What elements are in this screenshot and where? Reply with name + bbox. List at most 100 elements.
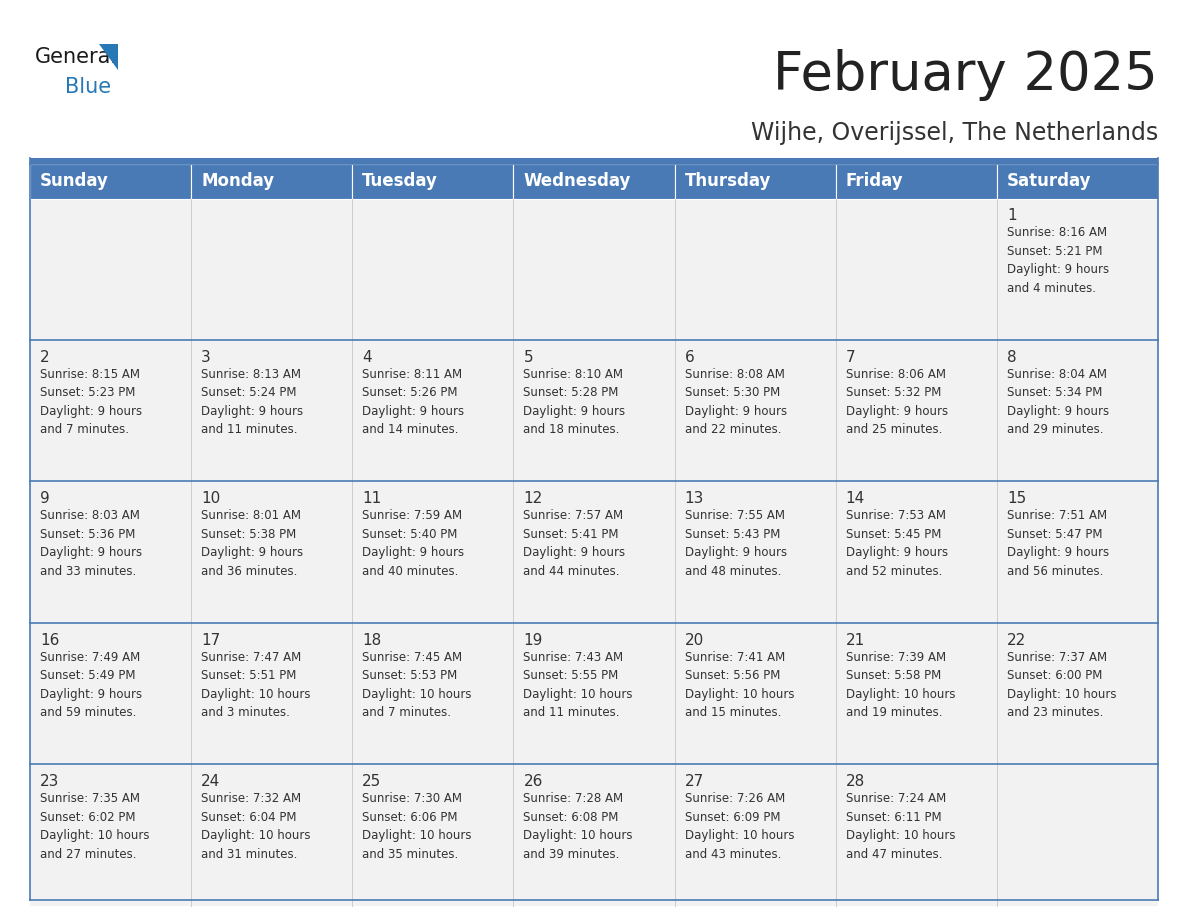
Text: Sunrise: 7:41 AM
Sunset: 5:56 PM
Daylight: 10 hours
and 15 minutes.: Sunrise: 7:41 AM Sunset: 5:56 PM Dayligh… <box>684 651 794 719</box>
Text: 16: 16 <box>40 633 59 648</box>
Text: Sunrise: 7:32 AM
Sunset: 6:04 PM
Daylight: 10 hours
and 31 minutes.: Sunrise: 7:32 AM Sunset: 6:04 PM Dayligh… <box>201 792 310 860</box>
Text: 9: 9 <box>40 491 50 507</box>
Bar <box>191 198 353 340</box>
Text: Sunrise: 8:11 AM
Sunset: 5:26 PM
Daylight: 9 hours
and 14 minutes.: Sunrise: 8:11 AM Sunset: 5:26 PM Dayligh… <box>362 368 465 436</box>
Text: Sunrise: 7:49 AM
Sunset: 5:49 PM
Daylight: 9 hours
and 59 minutes.: Sunrise: 7:49 AM Sunset: 5:49 PM Dayligh… <box>40 651 143 719</box>
Bar <box>30 198 191 340</box>
Bar <box>835 481 997 622</box>
Bar <box>997 764 1158 905</box>
Text: Sunrise: 7:30 AM
Sunset: 6:06 PM
Daylight: 10 hours
and 35 minutes.: Sunrise: 7:30 AM Sunset: 6:06 PM Dayligh… <box>362 792 472 860</box>
Text: 25: 25 <box>362 774 381 789</box>
Bar <box>835 764 997 905</box>
Text: 19: 19 <box>524 633 543 648</box>
Bar <box>675 764 835 905</box>
Text: 20: 20 <box>684 633 703 648</box>
Text: Sunrise: 8:01 AM
Sunset: 5:38 PM
Daylight: 9 hours
and 36 minutes.: Sunrise: 8:01 AM Sunset: 5:38 PM Dayligh… <box>201 509 303 577</box>
Bar <box>30 158 1158 163</box>
Text: 12: 12 <box>524 491 543 507</box>
Bar <box>997 163 1158 198</box>
Text: 11: 11 <box>362 491 381 507</box>
Text: Sunrise: 8:10 AM
Sunset: 5:28 PM
Daylight: 9 hours
and 18 minutes.: Sunrise: 8:10 AM Sunset: 5:28 PM Dayligh… <box>524 368 626 436</box>
Bar <box>997 481 1158 622</box>
Bar <box>513 340 675 481</box>
Bar <box>675 481 835 622</box>
Text: Sunrise: 7:35 AM
Sunset: 6:02 PM
Daylight: 10 hours
and 27 minutes.: Sunrise: 7:35 AM Sunset: 6:02 PM Dayligh… <box>40 792 150 860</box>
Bar <box>191 340 353 481</box>
Text: Sunrise: 8:04 AM
Sunset: 5:34 PM
Daylight: 9 hours
and 29 minutes.: Sunrise: 8:04 AM Sunset: 5:34 PM Dayligh… <box>1007 368 1108 436</box>
Text: Sunrise: 8:15 AM
Sunset: 5:23 PM
Daylight: 9 hours
and 7 minutes.: Sunrise: 8:15 AM Sunset: 5:23 PM Dayligh… <box>40 368 143 436</box>
Text: Thursday: Thursday <box>684 172 771 190</box>
Text: Sunrise: 7:39 AM
Sunset: 5:58 PM
Daylight: 10 hours
and 19 minutes.: Sunrise: 7:39 AM Sunset: 5:58 PM Dayligh… <box>846 651 955 719</box>
Bar <box>191 764 353 905</box>
Text: 23: 23 <box>40 774 59 789</box>
Text: 7: 7 <box>846 350 855 364</box>
Bar <box>353 198 513 340</box>
Text: Sunrise: 8:16 AM
Sunset: 5:21 PM
Daylight: 9 hours
and 4 minutes.: Sunrise: 8:16 AM Sunset: 5:21 PM Dayligh… <box>1007 227 1108 295</box>
Text: February 2025: February 2025 <box>773 49 1158 101</box>
Bar <box>513 764 675 905</box>
Text: 28: 28 <box>846 774 865 789</box>
Text: Friday: Friday <box>846 172 903 190</box>
Polygon shape <box>100 44 119 70</box>
Text: Wijhe, Overijssel, The Netherlands: Wijhe, Overijssel, The Netherlands <box>751 121 1158 145</box>
Text: Tuesday: Tuesday <box>362 172 438 190</box>
Text: 2: 2 <box>40 350 50 364</box>
Text: Monday: Monday <box>201 172 274 190</box>
Text: Sunrise: 7:47 AM
Sunset: 5:51 PM
Daylight: 10 hours
and 3 minutes.: Sunrise: 7:47 AM Sunset: 5:51 PM Dayligh… <box>201 651 310 719</box>
Text: 22: 22 <box>1007 633 1026 648</box>
Text: Sunrise: 7:55 AM
Sunset: 5:43 PM
Daylight: 9 hours
and 48 minutes.: Sunrise: 7:55 AM Sunset: 5:43 PM Dayligh… <box>684 509 786 577</box>
Bar <box>997 622 1158 764</box>
Bar <box>353 340 513 481</box>
Bar <box>513 622 675 764</box>
Text: Sunday: Sunday <box>40 172 109 190</box>
Bar <box>675 163 835 198</box>
Bar <box>191 622 353 764</box>
Text: 17: 17 <box>201 633 221 648</box>
Bar <box>675 340 835 481</box>
Text: Sunrise: 7:53 AM
Sunset: 5:45 PM
Daylight: 9 hours
and 52 minutes.: Sunrise: 7:53 AM Sunset: 5:45 PM Dayligh… <box>846 509 948 577</box>
Text: Sunrise: 7:37 AM
Sunset: 6:00 PM
Daylight: 10 hours
and 23 minutes.: Sunrise: 7:37 AM Sunset: 6:00 PM Dayligh… <box>1007 651 1117 719</box>
Bar <box>835 340 997 481</box>
Bar <box>675 622 835 764</box>
Bar <box>835 622 997 764</box>
Text: Sunrise: 8:08 AM
Sunset: 5:30 PM
Daylight: 9 hours
and 22 minutes.: Sunrise: 8:08 AM Sunset: 5:30 PM Dayligh… <box>684 368 786 436</box>
Text: 5: 5 <box>524 350 533 364</box>
Bar <box>675 198 835 340</box>
Text: Blue: Blue <box>65 77 112 97</box>
Text: General: General <box>34 47 118 67</box>
Text: Sunrise: 7:59 AM
Sunset: 5:40 PM
Daylight: 9 hours
and 40 minutes.: Sunrise: 7:59 AM Sunset: 5:40 PM Dayligh… <box>362 509 465 577</box>
Text: 18: 18 <box>362 633 381 648</box>
Text: Sunrise: 7:45 AM
Sunset: 5:53 PM
Daylight: 10 hours
and 7 minutes.: Sunrise: 7:45 AM Sunset: 5:53 PM Dayligh… <box>362 651 472 719</box>
Text: Saturday: Saturday <box>1007 172 1092 190</box>
Text: Sunrise: 7:24 AM
Sunset: 6:11 PM
Daylight: 10 hours
and 47 minutes.: Sunrise: 7:24 AM Sunset: 6:11 PM Dayligh… <box>846 792 955 860</box>
Bar <box>835 198 997 340</box>
Text: 6: 6 <box>684 350 694 364</box>
Bar <box>30 481 191 622</box>
Bar <box>191 163 353 198</box>
Bar <box>997 198 1158 340</box>
Text: 26: 26 <box>524 774 543 789</box>
Text: 13: 13 <box>684 491 704 507</box>
Text: Sunrise: 8:06 AM
Sunset: 5:32 PM
Daylight: 9 hours
and 25 minutes.: Sunrise: 8:06 AM Sunset: 5:32 PM Dayligh… <box>846 368 948 436</box>
Text: Sunrise: 8:13 AM
Sunset: 5:24 PM
Daylight: 9 hours
and 11 minutes.: Sunrise: 8:13 AM Sunset: 5:24 PM Dayligh… <box>201 368 303 436</box>
Text: 10: 10 <box>201 491 221 507</box>
Bar <box>30 622 191 764</box>
Text: 8: 8 <box>1007 350 1017 364</box>
Bar <box>835 163 997 198</box>
Text: Sunrise: 7:26 AM
Sunset: 6:09 PM
Daylight: 10 hours
and 43 minutes.: Sunrise: 7:26 AM Sunset: 6:09 PM Dayligh… <box>684 792 794 860</box>
Text: 27: 27 <box>684 774 703 789</box>
Text: Sunrise: 7:51 AM
Sunset: 5:47 PM
Daylight: 9 hours
and 56 minutes.: Sunrise: 7:51 AM Sunset: 5:47 PM Dayligh… <box>1007 509 1108 577</box>
Text: Sunrise: 8:03 AM
Sunset: 5:36 PM
Daylight: 9 hours
and 33 minutes.: Sunrise: 8:03 AM Sunset: 5:36 PM Dayligh… <box>40 509 143 577</box>
Bar <box>513 481 675 622</box>
Text: Sunrise: 7:57 AM
Sunset: 5:41 PM
Daylight: 9 hours
and 44 minutes.: Sunrise: 7:57 AM Sunset: 5:41 PM Dayligh… <box>524 509 626 577</box>
Bar <box>353 622 513 764</box>
Text: 21: 21 <box>846 633 865 648</box>
Bar <box>30 163 191 198</box>
Bar <box>30 764 191 905</box>
Text: 4: 4 <box>362 350 372 364</box>
Bar <box>353 163 513 198</box>
Bar <box>353 481 513 622</box>
Text: 3: 3 <box>201 350 211 364</box>
Text: 15: 15 <box>1007 491 1026 507</box>
Text: Wednesday: Wednesday <box>524 172 631 190</box>
